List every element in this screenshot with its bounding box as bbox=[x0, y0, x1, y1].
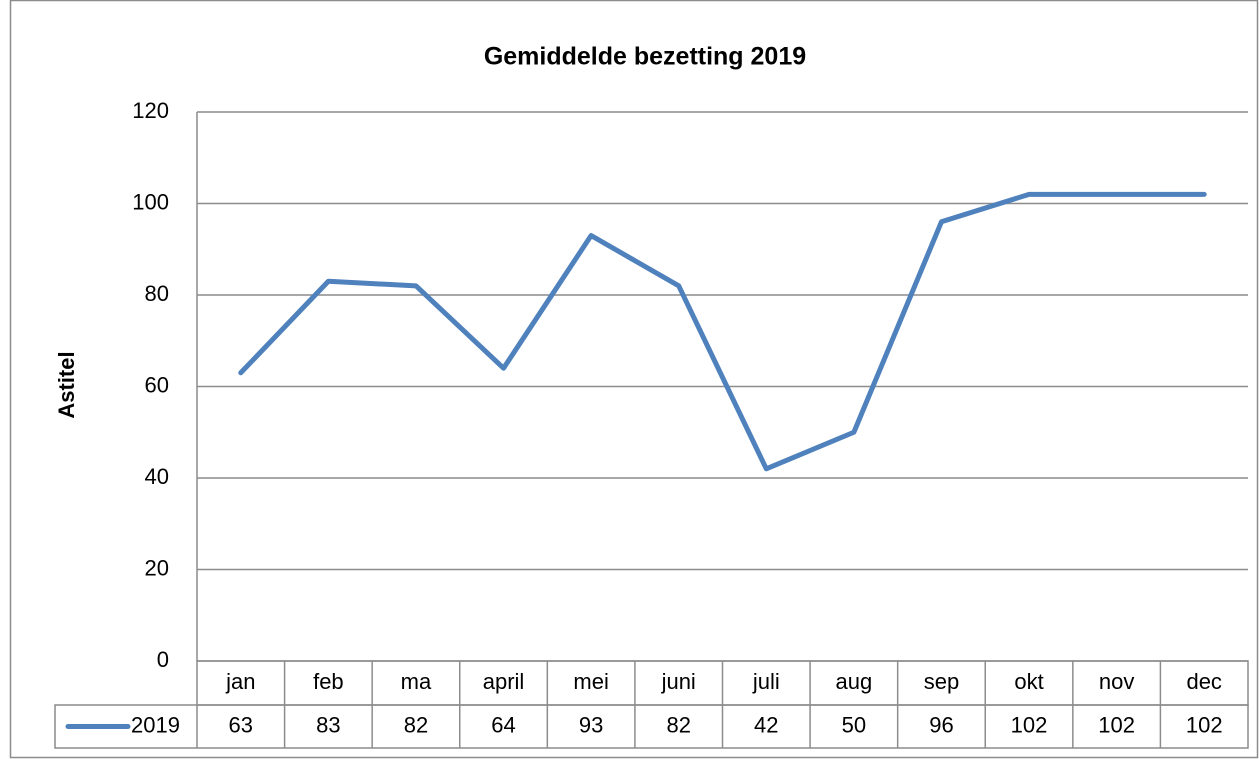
table-value: 83 bbox=[316, 712, 340, 737]
table-value: 96 bbox=[929, 712, 953, 737]
y-tick-label: 100 bbox=[132, 189, 169, 214]
x-tick-label: mei bbox=[573, 669, 608, 694]
x-tick-label: ma bbox=[401, 669, 432, 694]
table-value: 93 bbox=[579, 712, 603, 737]
table-value: 63 bbox=[229, 712, 253, 737]
table-value: 102 bbox=[1011, 712, 1048, 737]
y-tick-label: 40 bbox=[145, 464, 169, 489]
x-tick-label: feb bbox=[313, 669, 344, 694]
legend-label: 2019 bbox=[131, 712, 180, 737]
x-tick-label: sep bbox=[924, 669, 959, 694]
y-tick-label: 60 bbox=[145, 372, 169, 397]
table-value: 42 bbox=[754, 712, 778, 737]
table-value: 50 bbox=[842, 712, 866, 737]
chart-frame bbox=[9, 0, 1259, 759]
x-tick-label: aug bbox=[836, 669, 873, 694]
table-value: 64 bbox=[491, 712, 515, 737]
table-value: 82 bbox=[666, 712, 690, 737]
data-line bbox=[238, 191, 1207, 472]
y-tick-label: 20 bbox=[145, 555, 169, 580]
y-tick-label: 120 bbox=[132, 98, 169, 123]
x-tick-label: juni bbox=[661, 669, 696, 694]
table-value: 102 bbox=[1186, 712, 1223, 737]
y-tick-label: 0 bbox=[157, 647, 169, 672]
x-tick-label: april bbox=[483, 669, 525, 694]
table-cell bbox=[54, 704, 1249, 749]
x-tick-label: jan bbox=[225, 669, 255, 694]
y-axis-label: Astitel bbox=[54, 351, 79, 418]
x-tick-label: nov bbox=[1099, 669, 1134, 694]
table-value: 102 bbox=[1098, 712, 1135, 737]
x-tick-label: okt bbox=[1014, 669, 1043, 694]
x-tick-label: juli bbox=[752, 669, 780, 694]
y-tick-label: 80 bbox=[145, 281, 169, 306]
x-tick-label: dec bbox=[1186, 669, 1221, 694]
table-value: 82 bbox=[404, 712, 428, 737]
chart-title: Gemiddelde bezetting 2019 bbox=[484, 43, 806, 71]
